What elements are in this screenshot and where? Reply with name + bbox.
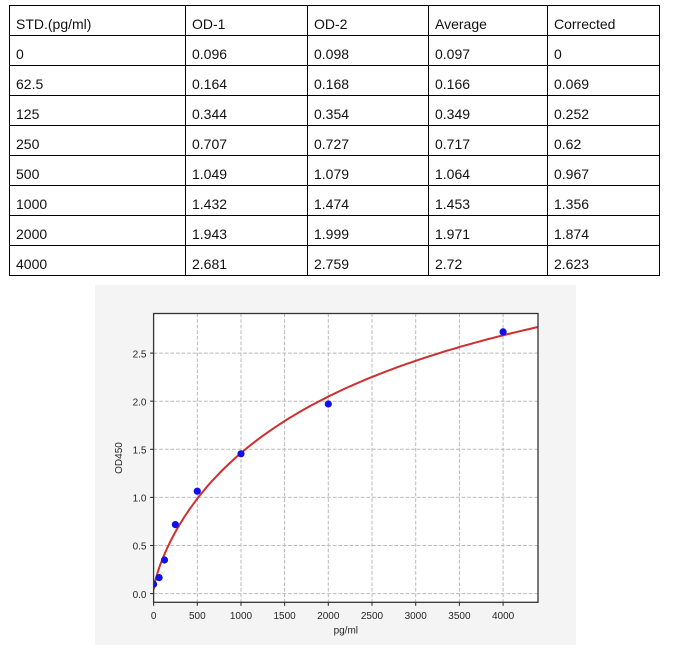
svg-text:2000: 2000 (317, 611, 340, 622)
svg-text:2.5: 2.5 (133, 349, 147, 360)
svg-text:3500: 3500 (448, 611, 471, 622)
svg-text:0.0: 0.0 (133, 590, 147, 601)
svg-text:1.5: 1.5 (133, 446, 147, 457)
svg-text:1.0: 1.0 (133, 494, 147, 505)
svg-text:0: 0 (151, 611, 157, 622)
svg-text:1000: 1000 (230, 611, 253, 622)
svg-text:pg/ml: pg/ml (334, 626, 358, 637)
svg-text:4000: 4000 (492, 611, 515, 622)
svg-text:1500: 1500 (273, 611, 296, 622)
svg-text:2500: 2500 (361, 611, 384, 622)
svg-text:2.0: 2.0 (133, 397, 147, 408)
svg-text:0.5: 0.5 (133, 542, 147, 553)
svg-text:500: 500 (189, 611, 206, 622)
svg-text:OD450: OD450 (114, 442, 125, 474)
svg-text:3000: 3000 (405, 611, 428, 622)
